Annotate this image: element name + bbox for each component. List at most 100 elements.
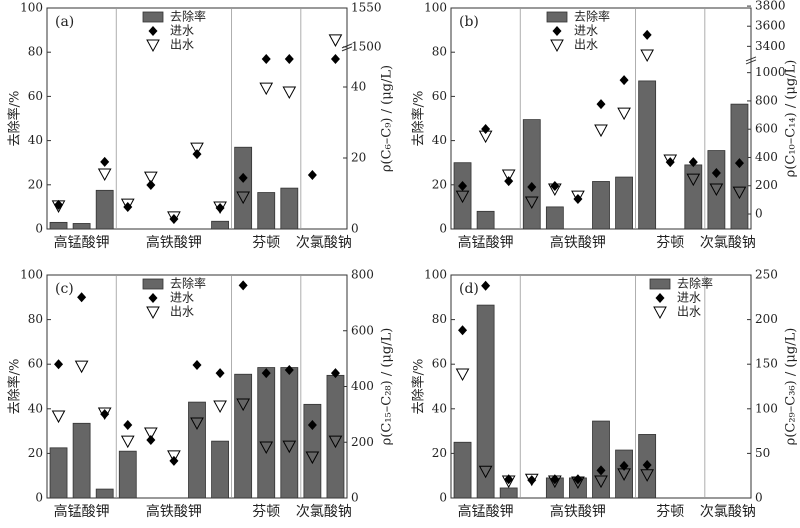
y-tick-label: 80 (432, 45, 447, 59)
y-tick-label: 100 (20, 268, 43, 282)
bar (499, 487, 518, 499)
effluent-point (640, 469, 654, 482)
effluent-point (282, 86, 297, 100)
y-tick-label: 20 (432, 446, 447, 460)
panel-label: (b) (459, 14, 479, 30)
effluent-point (617, 107, 631, 121)
group-label: 次氯酸钠 (296, 235, 352, 251)
y2-tick-label: 0 (755, 491, 763, 505)
y-tick-label: 40 (432, 133, 447, 147)
influent-point (458, 181, 468, 192)
y2-tick-label: 600 (351, 323, 374, 337)
influent-point (261, 368, 271, 379)
y2-tick-label: 1500 (351, 39, 382, 53)
bar (257, 367, 276, 499)
influent-point (596, 99, 606, 110)
bar (188, 401, 206, 499)
group-label: 次氯酸钠 (700, 504, 756, 520)
legend-swatch (146, 39, 160, 53)
effluent-point (571, 476, 585, 489)
bar (72, 422, 91, 499)
y-axis-label: 去除率/% (7, 359, 23, 415)
y2-tick-label: 20 (351, 151, 366, 165)
effluent-point (144, 427, 158, 441)
group-label: 高锰酸钾 (458, 234, 514, 251)
effluent-point (190, 142, 204, 156)
y2-tick-label: 3400 (755, 39, 786, 53)
effluent-point (455, 368, 470, 382)
y2-axis-label: ρ(C₆–C₉) / (μg/L) (380, 65, 395, 172)
legend-label: 去除率 (170, 9, 206, 24)
bar (72, 223, 91, 230)
influent-point (100, 156, 110, 167)
bar (707, 150, 726, 230)
effluent-point (144, 171, 158, 185)
influent-point (284, 53, 294, 64)
effluent-point (455, 190, 470, 204)
influent-point (238, 280, 248, 291)
y-tick-label: 40 (28, 401, 43, 415)
influent-point (146, 179, 156, 190)
legend-label: 去除率 (170, 276, 206, 291)
group-label: 高锰酸钾 (54, 503, 110, 520)
influent-point (307, 419, 317, 430)
effluent-point (97, 407, 112, 421)
influent-point (527, 475, 537, 486)
y2-axis-label: ρ(C₁₅–C₂₈) / (μg/L) (380, 328, 395, 446)
influent-point (215, 368, 225, 379)
legend-swatch (148, 26, 158, 36)
bar (211, 220, 229, 230)
influent-point (123, 419, 133, 430)
effluent-point (328, 34, 343, 47)
bar (118, 450, 137, 499)
bar (615, 449, 633, 499)
effluent-point (686, 173, 701, 187)
y-tick-label: 60 (432, 357, 447, 371)
y-tick-label: 20 (28, 446, 43, 460)
effluent-point (709, 183, 724, 197)
effluent-point (478, 130, 493, 144)
legend-label: 出水 (677, 305, 701, 319)
effluent-point (501, 169, 516, 183)
y2-tick-label: 400 (755, 150, 778, 164)
influent-point (527, 182, 537, 193)
group-label: 高铁酸钾 (550, 503, 606, 520)
bar (476, 304, 495, 499)
y-tick-label: 0 (439, 491, 447, 505)
influent-point (481, 280, 491, 291)
influent-point (458, 325, 468, 336)
effluent-point (663, 154, 678, 168)
influent-point (54, 359, 64, 370)
group-label: 高铁酸钾 (146, 503, 202, 520)
y2-tick-label: 0 (351, 222, 359, 236)
influent-point (596, 465, 606, 476)
legend-swatch (142, 278, 164, 290)
group-label: 次氯酸钠 (700, 235, 756, 251)
influent-point (642, 459, 652, 470)
effluent-point (97, 168, 112, 182)
effluent-point (548, 475, 562, 489)
y2-tick-label: 50 (755, 446, 770, 460)
influent-point (307, 170, 317, 181)
y2-tick-label: 0 (755, 207, 763, 221)
panel-label: (c) (55, 281, 74, 297)
axis-break (745, 56, 757, 62)
legend-label: 去除率 (677, 276, 713, 291)
influent-point (123, 201, 133, 212)
y-tick-label: 80 (28, 312, 43, 326)
influent-point (330, 53, 340, 64)
legend-swatch (649, 278, 671, 290)
influent-point (238, 172, 248, 183)
legend-label: 进水 (677, 291, 701, 305)
influent-point (642, 29, 652, 40)
y2-tick-label: 200 (351, 435, 374, 449)
y2-tick-label: 3800 (755, 0, 786, 13)
effluent-point (74, 360, 89, 374)
panel-label: (d) (459, 281, 479, 297)
bar (638, 80, 657, 230)
bar (95, 189, 114, 230)
y-tick-label: 40 (28, 133, 43, 147)
bar (453, 162, 472, 230)
y-tick-label: 0 (439, 222, 447, 236)
y-tick-label: 0 (35, 491, 43, 505)
